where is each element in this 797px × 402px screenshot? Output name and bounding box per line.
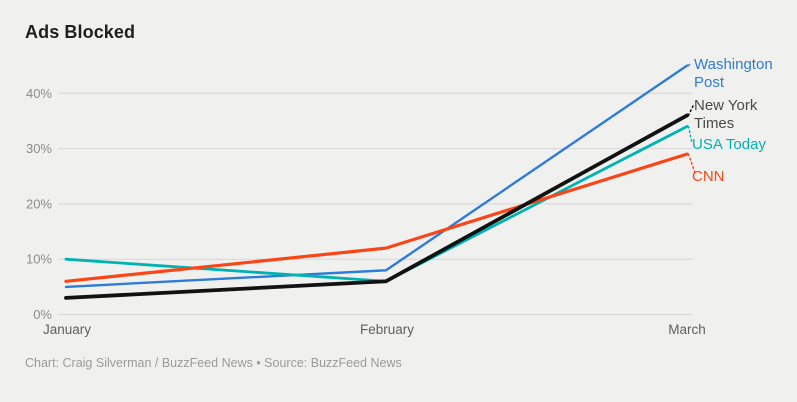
x-axis-label-march: March (668, 322, 706, 337)
leader-line-cnn (687, 153, 696, 174)
y-tick-label: 10% (26, 252, 52, 267)
y-tick-label: 20% (26, 196, 52, 211)
x-axis-label-february: February (360, 322, 414, 337)
series-label-usa-today: USA Today (692, 136, 766, 153)
y-tick-label: 40% (26, 86, 52, 101)
series-line-new-york-times (64, 113, 689, 300)
series-line-washington-post (64, 64, 689, 289)
leader-line-usa-today (687, 125, 693, 144)
x-axis-label-january: January (43, 322, 91, 337)
source-credit: Chart: Craig Silverman / BuzzFeed News •… (25, 356, 402, 370)
leader-line-washington-post (687, 62, 692, 67)
series-label-new-york-times: New York Times (694, 97, 758, 132)
series-line-cnn (64, 152, 689, 283)
leader-line-new-york-times (687, 105, 694, 117)
chart-title: Ads Blocked (25, 22, 136, 42)
y-tick-label: 0% (33, 307, 52, 322)
series-label-washington-post: Washington Post (694, 56, 773, 91)
series-label-cnn: CNN (692, 168, 725, 185)
y-tick-label: 30% (26, 141, 52, 156)
